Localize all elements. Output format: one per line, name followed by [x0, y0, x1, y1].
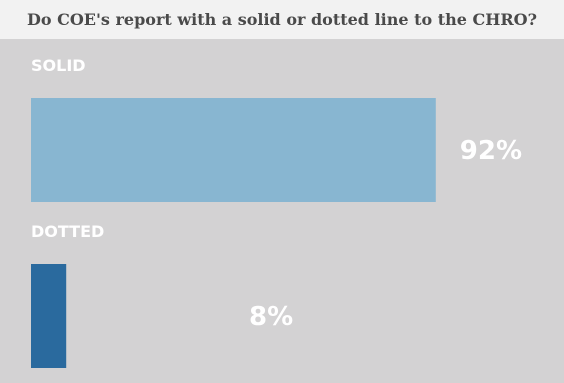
chart-title: Do COE's report with a solid or dotted l… [27, 10, 537, 29]
bar-solid [31, 98, 436, 202]
bar-chart: SOLID 92% DOTTED 8% [31, 56, 522, 368]
category-label-solid: SOLID [31, 56, 86, 75]
category-label-dotted: DOTTED [31, 222, 104, 241]
plot-area: SOLID 92% DOTTED 8% [0, 39, 564, 383]
value-label-dotted: 8% [249, 302, 293, 332]
value-label-solid: 92% [460, 136, 522, 166]
title-bar: Do COE's report with a solid or dotted l… [0, 0, 564, 39]
bar-dotted [31, 264, 67, 368]
